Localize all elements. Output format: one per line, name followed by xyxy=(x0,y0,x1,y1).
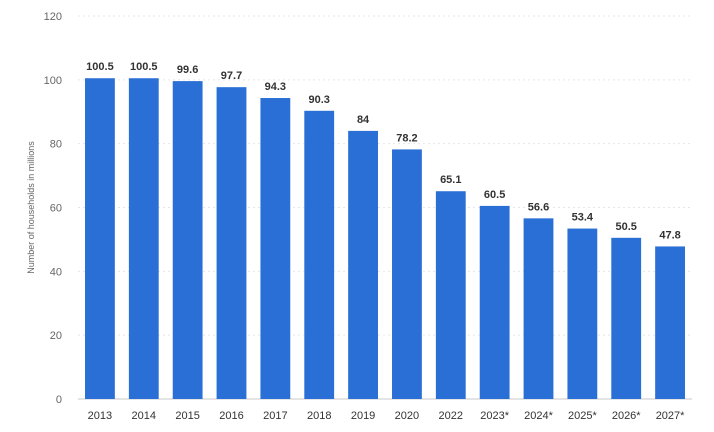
y-axis: 0 20 40 60 80 100 120 xyxy=(44,11,62,406)
data-label: 65.1 xyxy=(440,174,461,186)
data-label: 47.8 xyxy=(659,229,680,241)
data-label: 99.6 xyxy=(177,64,198,76)
bar[interactable] xyxy=(655,246,685,399)
bar[interactable] xyxy=(392,149,422,399)
x-tick-label: 2018 xyxy=(307,410,331,422)
data-label: 97.7 xyxy=(221,70,242,82)
x-tick-label: 2016 xyxy=(219,410,243,422)
y-tick-label: 120 xyxy=(44,11,62,23)
x-tick-label: 2026* xyxy=(612,410,641,422)
y-tick-label: 0 xyxy=(56,394,62,406)
data-label: 50.5 xyxy=(616,221,637,233)
y-tick-label: 40 xyxy=(50,266,62,278)
x-tick-label: 2019 xyxy=(351,410,375,422)
bar[interactable] xyxy=(479,205,510,399)
data-label: 78.2 xyxy=(396,132,417,144)
y-tick-label: 60 xyxy=(50,203,62,215)
x-tick-label: 2023* xyxy=(480,410,509,422)
x-tick-label: 2025* xyxy=(568,410,597,422)
x-tick-label: 2014 xyxy=(132,410,156,422)
bar[interactable] xyxy=(304,110,335,399)
data-label: 94.3 xyxy=(265,81,286,93)
bar[interactable] xyxy=(611,237,642,399)
data-label: 100.5 xyxy=(130,61,158,73)
bar[interactable] xyxy=(435,191,466,399)
bar[interactable] xyxy=(128,78,159,400)
bar[interactable] xyxy=(172,81,203,400)
data-label: 60.5 xyxy=(484,189,505,201)
y-tick-label: 20 xyxy=(50,330,62,342)
x-tick-label: 2022 xyxy=(439,410,463,422)
bar[interactable] xyxy=(348,130,378,399)
data-label: 90.3 xyxy=(309,94,330,106)
x-tick-label: 2027* xyxy=(656,410,685,422)
data-label: 56.6 xyxy=(528,201,549,213)
y-tick-label: 100 xyxy=(44,75,62,87)
x-tick-label: 2013 xyxy=(88,410,112,422)
x-axis: 2013 2014 2015 2016 2017 2018 2019 2020 2022 2023… xyxy=(88,410,685,422)
bar[interactable] xyxy=(567,228,598,399)
x-tick-label: 2015 xyxy=(175,410,199,422)
x-tick-label: 2017 xyxy=(263,410,287,422)
data-label: 53.4 xyxy=(572,212,594,224)
y-tick-label: 80 xyxy=(50,139,62,151)
data-label: 84 xyxy=(357,114,370,126)
bar[interactable] xyxy=(523,218,554,399)
bar[interactable] xyxy=(85,78,115,400)
data-labels-layer: 100.5 100.5 99.6 97.7 94.3 90.3 84 78.2 65.1 60.5… xyxy=(86,61,681,241)
y-axis-title: Number of households in millions xyxy=(26,141,36,274)
x-tick-label: 2024* xyxy=(524,410,553,422)
bars-layer xyxy=(85,78,685,400)
bar[interactable] xyxy=(216,87,247,399)
x-tick-label: 2020 xyxy=(395,410,419,422)
data-label: 100.5 xyxy=(86,61,114,73)
bar[interactable] xyxy=(260,98,291,400)
grid-layer xyxy=(78,15,692,400)
